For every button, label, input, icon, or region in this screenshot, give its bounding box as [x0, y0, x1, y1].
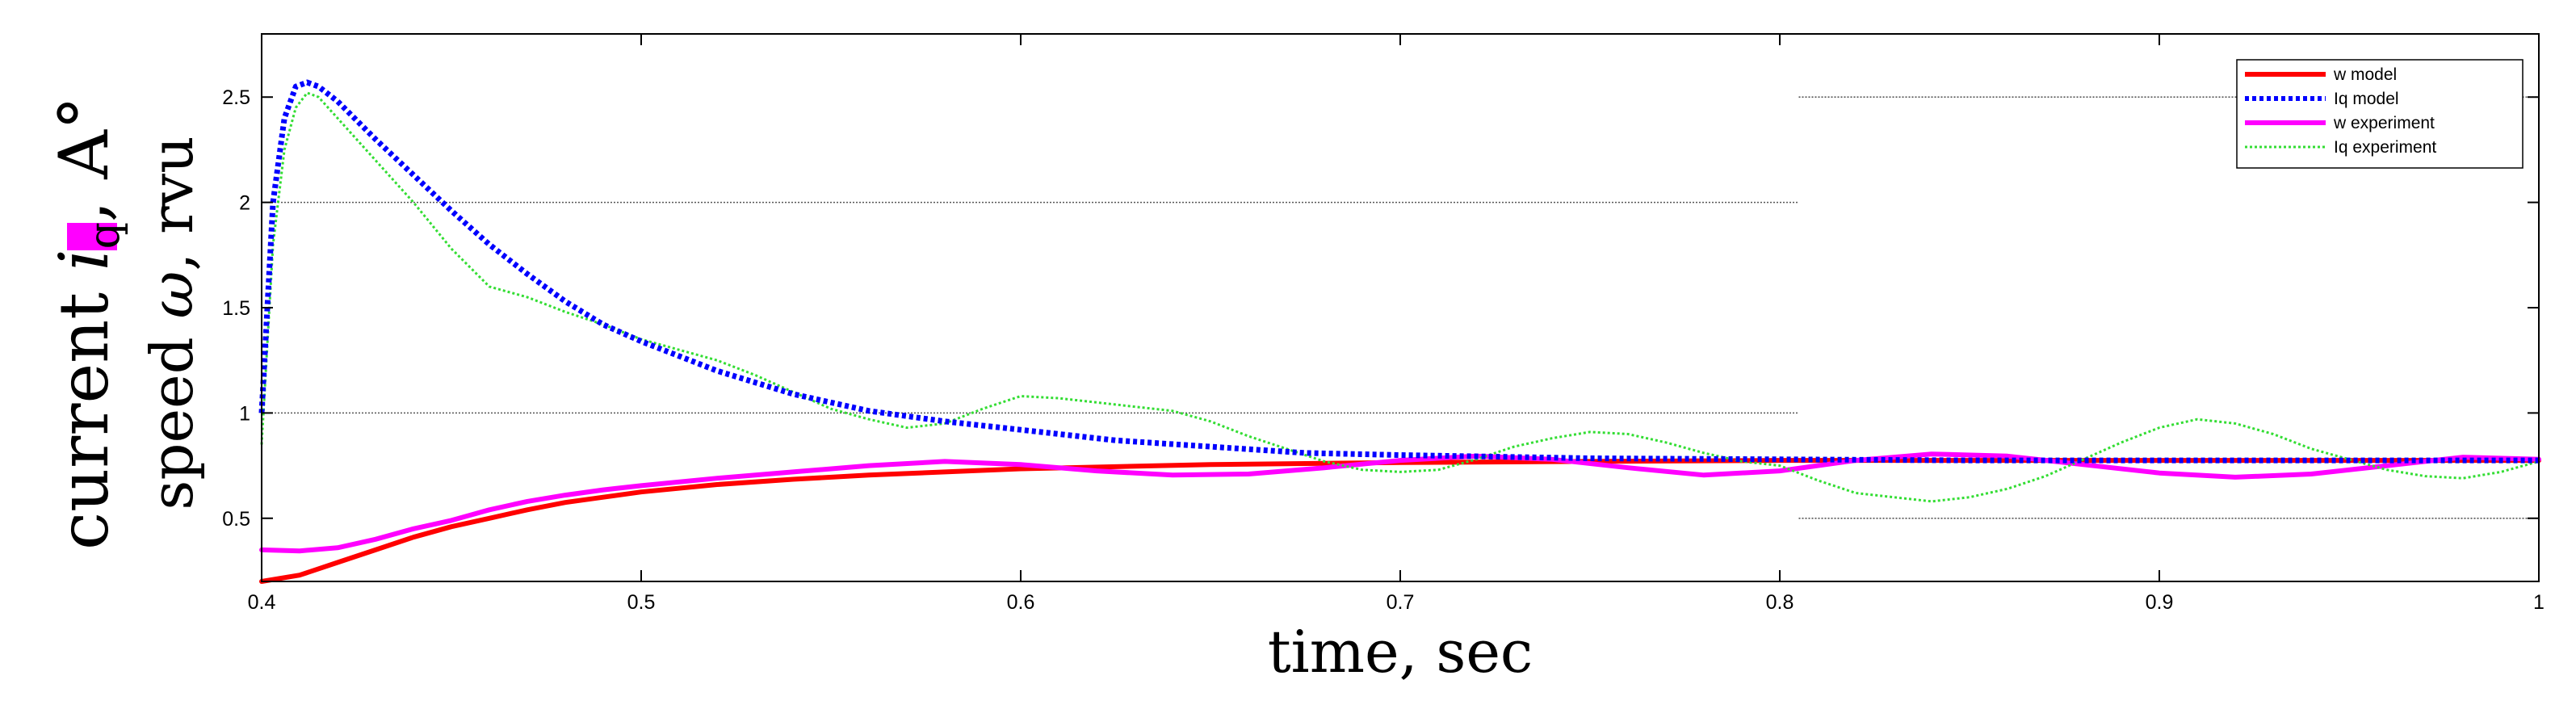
- y-axis-inner-pre: speed: [138, 318, 206, 510]
- x-axis-title: time, sec: [1268, 618, 1533, 686]
- y-tick-label: 2: [239, 192, 250, 215]
- axis-ticks: [261, 34, 2540, 581]
- x-tick-label: 0.6: [1007, 591, 1035, 614]
- y-tick-labels: 0.5 1 1.5 2 2.5: [222, 86, 250, 531]
- legend-label: Iq model: [2334, 90, 2399, 108]
- y-axis-outer-post: , A°: [44, 96, 124, 222]
- series-layer: [258, 79, 2541, 584]
- series-line-iq-model: [258, 79, 2539, 464]
- y-axis-symbol-highlight: [67, 223, 117, 250]
- y-axis-inner-post: , rvu: [138, 136, 206, 271]
- x-tick-label: 0.4: [248, 591, 276, 614]
- legend-label: w model: [2333, 65, 2397, 84]
- x-tick-label: 0.8: [1766, 591, 1794, 614]
- legend-box: [2236, 59, 2524, 169]
- y-axis-outer-pre: current: [44, 271, 124, 550]
- x-tick-labels: 0.4 0.5 0.6 0.7 0.8 0.9 1: [248, 591, 2545, 614]
- x-tick-label: 0.7: [1387, 591, 1415, 614]
- y-axis-inner-symbol: ω: [138, 271, 206, 319]
- legend-label: Iq experiment: [2334, 138, 2436, 157]
- series-line-w-model: [259, 458, 2541, 584]
- y-axis-title-inner: speed ω, rvu: [138, 136, 206, 510]
- y-tick-label: 1: [239, 402, 250, 425]
- legend-label: w experiment: [2333, 114, 2435, 132]
- reference-lines: [262, 96, 2539, 519]
- y-axis-title-outer: current iq, A°: [44, 96, 129, 550]
- series-line-w-experiment: [259, 451, 2541, 554]
- y-axis-outer-symbol: i: [44, 249, 124, 271]
- x-tick-label: 0.5: [627, 591, 656, 614]
- svg-text:speed ω, rvu: speed ω, rvu: [138, 136, 206, 510]
- svg-text:current iq, A°: current iq, A°: [44, 96, 129, 550]
- y-tick-label: 0.5: [222, 508, 250, 531]
- x-tick-label: 0.9: [2146, 591, 2174, 614]
- y-tick-label: 2.5: [222, 86, 250, 109]
- y-tick-label: 1.5: [222, 297, 250, 320]
- series-line-iq-experiment: [260, 91, 2540, 503]
- y-axis-outer-subscript: q: [81, 222, 129, 249]
- x-tick-label: 1: [2533, 591, 2545, 614]
- legend: w model Iq model w experiment Iq experiment: [2236, 59, 2524, 169]
